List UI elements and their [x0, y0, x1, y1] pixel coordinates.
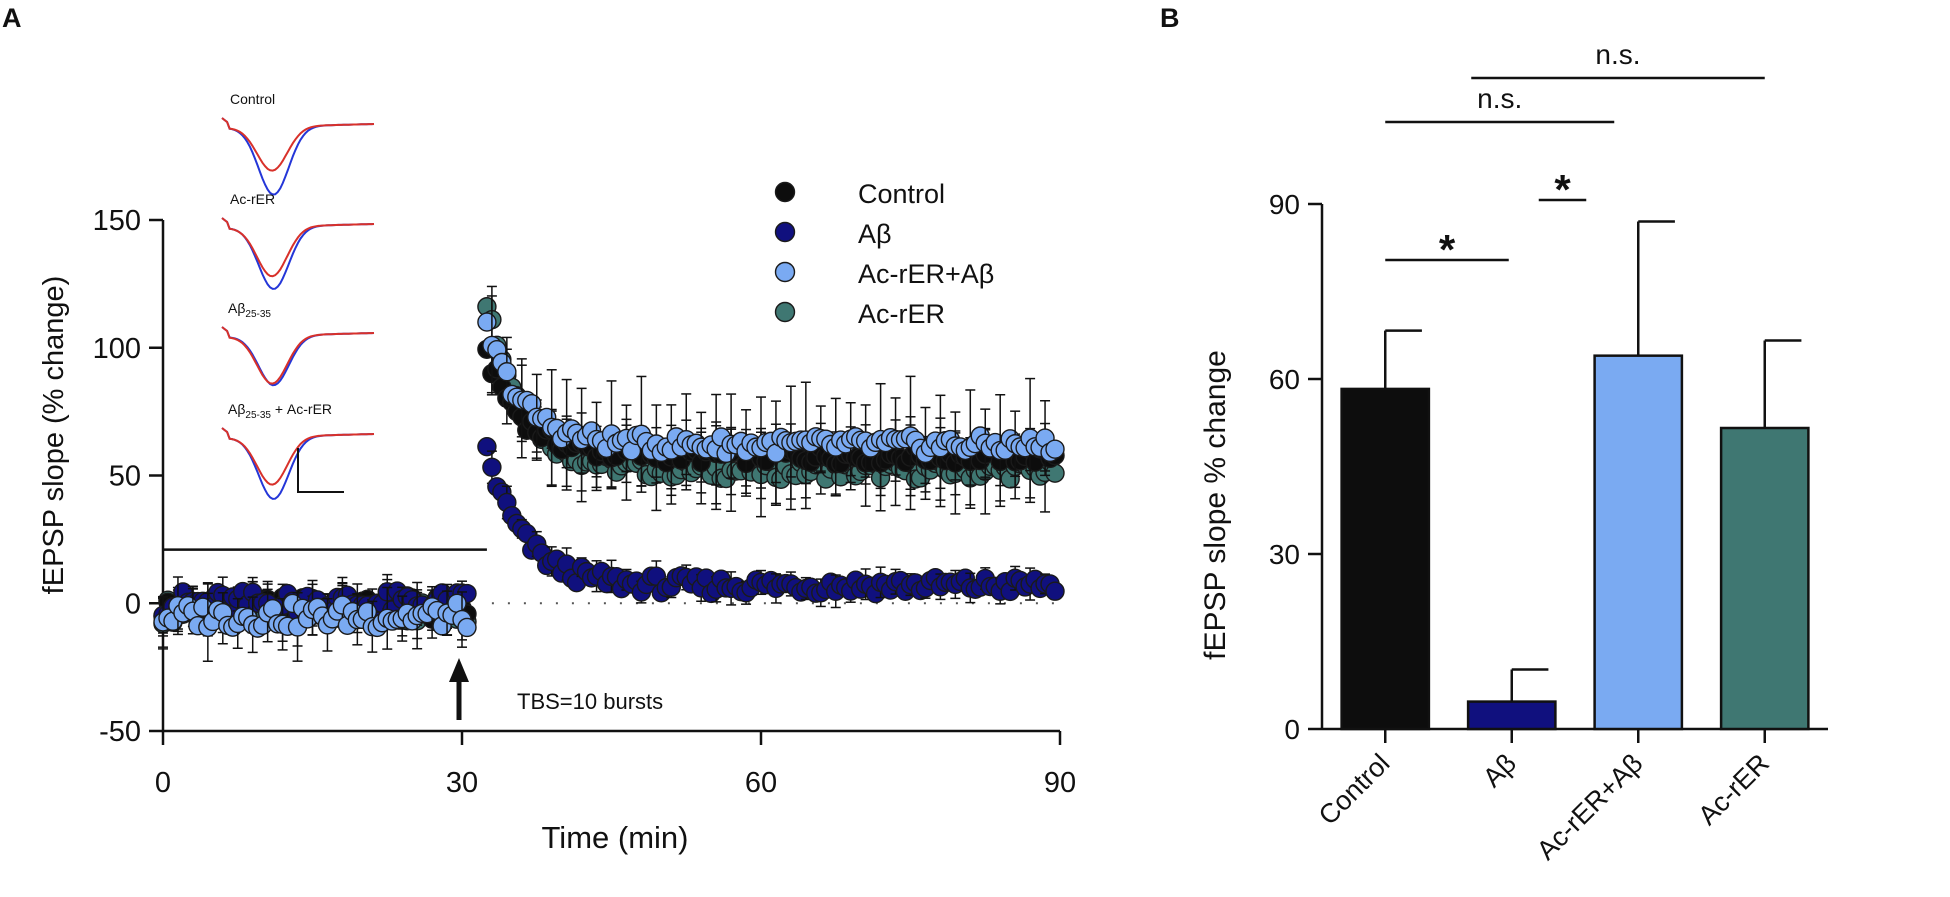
panel-label-b: B	[1160, 3, 1180, 33]
data-point-acrer_abeta	[477, 312, 497, 332]
tbs-label: TBS=10 bursts	[517, 689, 663, 714]
significance-label: *	[1554, 166, 1571, 213]
panel-a-x-tick-label: 0	[155, 767, 171, 799]
panel-a-legend: Control Aβ Ac-rER+Aβ Ac-rER	[774, 179, 994, 329]
inset-trace-label: Aβ25-35	[228, 300, 271, 320]
series-acrer_abeta	[153, 295, 1065, 662]
inset-scale-bar	[297, 448, 344, 493]
data-point-acrer_abeta	[447, 593, 467, 613]
panel-a-y-axis-label: fEPSP slope (% change)	[38, 276, 70, 595]
bar-abeta	[1466, 700, 1557, 731]
panel-a-x-tick-label: 60	[745, 767, 777, 799]
data-point-abeta	[1045, 581, 1065, 601]
panel-a-y-tick-label: 150	[93, 205, 141, 237]
legend-label-acrer_abeta: Ac-rER+Aβ	[858, 259, 994, 289]
legend-marker-acrer	[774, 301, 796, 323]
panel-label-a: A	[2, 3, 22, 33]
tbs-arrow-head	[449, 658, 469, 682]
panel-b-category-label: Aβ	[1477, 748, 1522, 793]
panel-a-y-tick-label: -50	[99, 716, 141, 748]
panel-b-y-tick-label: 60	[1269, 364, 1300, 395]
inset-trace-red	[221, 117, 375, 172]
significance-label: n.s.	[1477, 83, 1522, 114]
bar-acrer_abeta	[1593, 354, 1684, 731]
panel-b-y-tick-label: 90	[1269, 189, 1300, 220]
panel-a-y-tick-label: 0	[125, 588, 141, 620]
panel-a-x-axis-label: Time (min)	[542, 820, 689, 855]
data-point-acrer_abeta	[457, 617, 477, 638]
data-point-acrer_abeta	[1045, 439, 1065, 459]
panel-a-y-tick-label: 100	[93, 333, 141, 365]
inset-trace-blue	[221, 326, 375, 387]
inset-trace-label-subscript: 25-35	[245, 309, 271, 320]
inset-trace-red	[221, 326, 375, 385]
data-point-acrer_abeta	[497, 362, 517, 382]
panel-a-x-tick-label: 90	[1044, 767, 1076, 799]
bar-acrer	[1719, 426, 1810, 731]
legend-marker-abeta	[774, 221, 796, 243]
panel-b-category-label: Ac-rER+Aβ	[1531, 748, 1649, 866]
data-point-abeta	[477, 436, 497, 457]
inset-trace-label-suffix: + Ac-rER	[271, 401, 332, 417]
panel-a-x-tick-label: 30	[446, 767, 478, 799]
panel-b-y-axis-label: fEPSP slope % change	[1199, 350, 1232, 660]
inset-trace-label: Control	[230, 91, 275, 107]
inset-trace-red	[221, 427, 375, 486]
panel-a-y-tick-label: 50	[109, 461, 141, 493]
inset-trace-label-subscript: 25-35	[245, 410, 271, 421]
bar-control	[1340, 387, 1431, 731]
inset-trace-label-main: Aβ	[228, 401, 245, 417]
inset-trace-label: Aβ25-35 + Ac-rER	[228, 401, 332, 421]
inset-trace-label-main: Aβ	[228, 300, 245, 316]
legend-label-acrer: Ac-rER	[858, 299, 945, 329]
inset-trace-blue	[221, 117, 375, 196]
inset-trace-red	[221, 217, 375, 278]
panel-b-y-tick-label: 0	[1284, 714, 1300, 745]
legend-label-control: Control	[858, 179, 945, 209]
panel-a-time-course: fEPSP slope (% change) Time (min) TBS=10…	[38, 91, 1076, 855]
legend-marker-control	[774, 181, 796, 203]
panel-b-category-label: Control	[1313, 748, 1396, 831]
significance-label: n.s.	[1595, 39, 1640, 70]
panel-b-category-label: Ac-rER	[1692, 748, 1775, 831]
legend-marker-acrer_abeta	[774, 261, 796, 283]
significance-label: *	[1439, 226, 1456, 273]
panel-b-y-tick-label: 30	[1269, 539, 1300, 570]
legend-label-abeta: Aβ	[858, 219, 892, 249]
data-point-abeta	[482, 457, 502, 477]
inset-trace-label: Ac-rER	[230, 191, 275, 207]
inset-trace-blue	[221, 217, 375, 290]
